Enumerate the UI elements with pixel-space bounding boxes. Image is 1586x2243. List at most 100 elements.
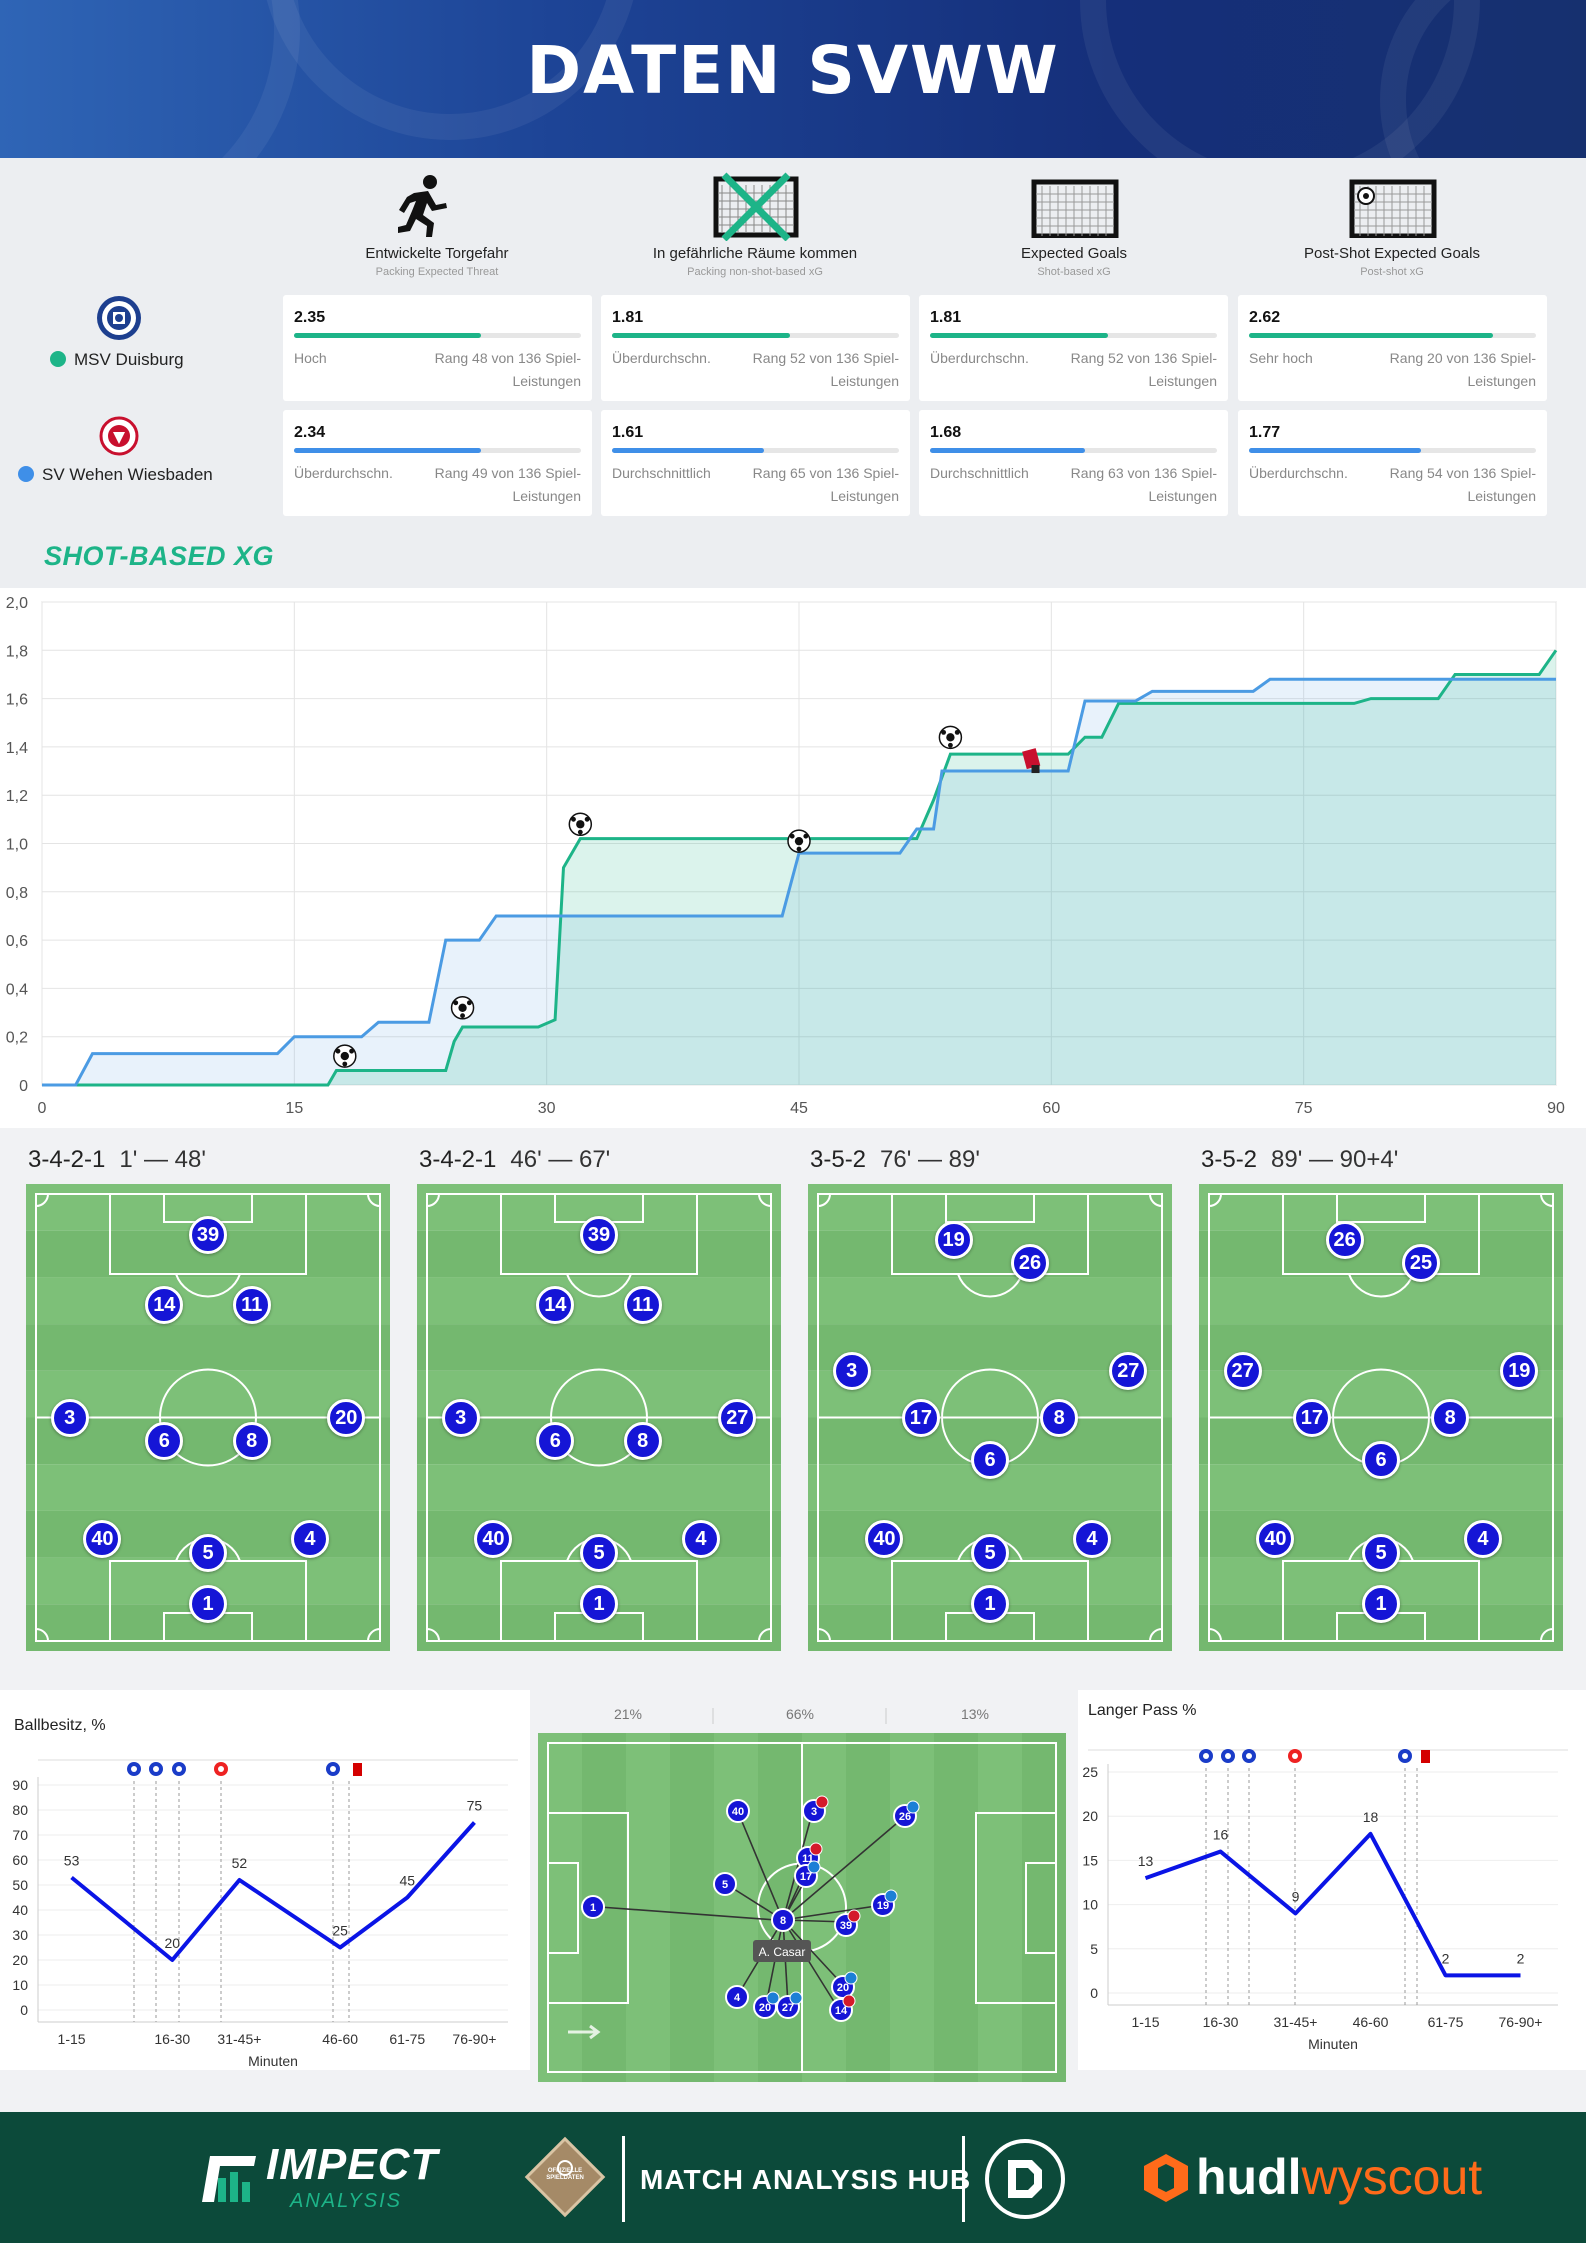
player-marker[interactable]: 4 [1072, 1519, 1111, 1558]
kpi-header-4: Post-Shot Expected Goals Post-shot xG [1242, 245, 1542, 278]
pass-map-player: 20 [831, 1971, 858, 1999]
player-marker[interactable]: 39 [189, 1216, 227, 1255]
long-pass-chart: Langer Pass % 0 5 10 15 20 25 1-15 16-30 31-45+ 46… [1078, 1690, 1586, 2070]
soccer-ball-icon [333, 1044, 357, 1068]
player-marker[interactable]: 40 [83, 1519, 122, 1558]
center-circle [550, 1368, 648, 1467]
penalty-arc [175, 1273, 241, 1298]
player-marker[interactable]: 8 [232, 1421, 271, 1460]
player-marker[interactable]: 19 [934, 1221, 973, 1260]
player-marker[interactable]: 3 [441, 1398, 480, 1437]
ball-patch [466, 1000, 472, 1006]
y-tick-label: 20 [1082, 1808, 1098, 1824]
player-marker[interactable]: 5 [189, 1533, 227, 1572]
player-marker[interactable]: 20 [327, 1398, 366, 1437]
player-marker[interactable]: 40 [865, 1519, 904, 1558]
player-marker[interactable]: 11 [623, 1286, 662, 1325]
player-marker[interactable]: 14 [145, 1286, 184, 1325]
player-marker[interactable]: 27 [718, 1398, 757, 1437]
player-marker[interactable]: 40 [1256, 1519, 1295, 1558]
blue-ball-icon [1242, 1749, 1256, 1763]
player-marker[interactable]: 1 [1362, 1585, 1400, 1624]
player-marker[interactable]: 4 [681, 1519, 720, 1558]
impect-logo-icon [202, 2156, 256, 2202]
official-data-badge-icon [524, 2136, 606, 2218]
official-data-badge-label: OFFIZIELLE SPIELDATEN [546, 2168, 584, 2181]
ball-patch [954, 729, 960, 735]
y-tick-label: 50 [12, 1877, 28, 1893]
pitch-stripe [808, 1184, 1172, 1231]
player-number: 8 [780, 1915, 786, 1927]
player-marker[interactable]: 17 [1292, 1398, 1331, 1437]
corner-arc [367, 1628, 381, 1642]
kpi-card: 1.81 Überdurchschn. Rang 52 von 136 Spiel-… [919, 295, 1228, 401]
pitch-stripe [802, 1733, 846, 2082]
pitch-stripe [1199, 1277, 1563, 1325]
action-badge-icon [906, 1800, 920, 1814]
kpi-title: In gefährliche Räume kommen [652, 245, 858, 262]
corner-arc [758, 1628, 772, 1642]
data-label: 25 [332, 1923, 348, 1939]
zone-percentage: 66% [786, 1706, 814, 1722]
player-marker[interactable]: 5 [1362, 1533, 1400, 1572]
pass-arrow [782, 1919, 844, 1986]
pass-map-player: 40 [726, 1799, 750, 1823]
corner-arc [1149, 1628, 1163, 1642]
player-marker[interactable]: 17 [901, 1398, 940, 1437]
player-marker[interactable]: 19 [1500, 1351, 1539, 1390]
player-marker[interactable]: 11 [232, 1286, 271, 1325]
footer: IMPECT ANALYSIS OFFIZIELLE SPIELDATEN MA… [0, 2112, 1586, 2243]
player-marker[interactable]: 6 [536, 1421, 575, 1460]
player-marker[interactable]: 6 [145, 1421, 184, 1460]
marker-center [218, 1766, 224, 1772]
data-label: 20 [164, 1935, 180, 1951]
player-marker[interactable]: 3 [832, 1351, 871, 1390]
player-marker[interactable]: 6 [971, 1440, 1009, 1479]
pass-map-player: 26 [893, 1800, 920, 1828]
player-marker[interactable]: 1 [580, 1585, 618, 1624]
player-marker[interactable]: 1 [189, 1585, 227, 1624]
lineup-pitch: 26 25 27 19 17 8 6 40 5 4 1 [1199, 1184, 1563, 1651]
player-marker[interactable]: 27 [1109, 1351, 1148, 1390]
player-marker[interactable]: 27 [1223, 1351, 1262, 1390]
pitch-stripe [1022, 1733, 1066, 2082]
player-marker[interactable]: 25 [1402, 1244, 1441, 1283]
player-marker[interactable]: 3 [50, 1398, 89, 1437]
lineup-formation: 3-5-2 [810, 1146, 867, 1173]
kpi-header-3: Expected Goals Shot-based xG [924, 245, 1224, 278]
x-tick-label: 1-15 [1131, 2014, 1159, 2030]
data-label: 9 [1292, 1888, 1300, 1904]
player-marker[interactable]: 8 [1431, 1398, 1470, 1437]
x-tick-label: 15 [285, 1100, 303, 1117]
marker-center [1203, 1753, 1209, 1759]
kpi-value: 2.34 [294, 424, 326, 441]
lineup-formation: 3-4-2-1 [28, 1146, 106, 1173]
player-marker[interactable]: 14 [536, 1286, 575, 1325]
player-marker[interactable]: 8 [623, 1421, 662, 1460]
player-marker[interactable]: 1 [971, 1585, 1009, 1624]
player-marker[interactable]: 40 [474, 1519, 513, 1558]
ball-patch [340, 1051, 349, 1061]
ball-patch [458, 1003, 467, 1012]
player-number: 4 [734, 1992, 741, 2004]
ball-patch [946, 733, 955, 742]
y-tick-label: 1,8 [6, 643, 28, 660]
kpi-header-1: Entwickelte Torgefahr Packing Expected T… [287, 245, 587, 278]
player-marker[interactable]: 39 [580, 1216, 618, 1255]
player-marker[interactable]: 5 [971, 1533, 1009, 1572]
player-marker[interactable]: 26 [1011, 1244, 1050, 1283]
series-line [70, 1821, 476, 1962]
pass-map-svg: 21% 66% 13% 1 40 5 4 8 3 11 17 39 19 26 20 27 14 20 A. Cas… [538, 1706, 1066, 2082]
player-marker[interactable]: 4 [1463, 1519, 1502, 1558]
player-marker[interactable]: 5 [580, 1533, 618, 1572]
pass-map-player: 5 [713, 1872, 737, 1896]
player-marker[interactable]: 6 [1362, 1440, 1400, 1479]
player-marker[interactable]: 4 [290, 1519, 329, 1558]
player-marker[interactable]: 8 [1040, 1398, 1079, 1437]
goal-box [547, 1862, 579, 1954]
goal-icon [1031, 179, 1119, 238]
pitch-stripe [758, 1733, 802, 2082]
data-label: 16 [1213, 1827, 1229, 1843]
player-marker[interactable]: 26 [1325, 1221, 1364, 1260]
kpi-bar-fill [1249, 448, 1422, 453]
